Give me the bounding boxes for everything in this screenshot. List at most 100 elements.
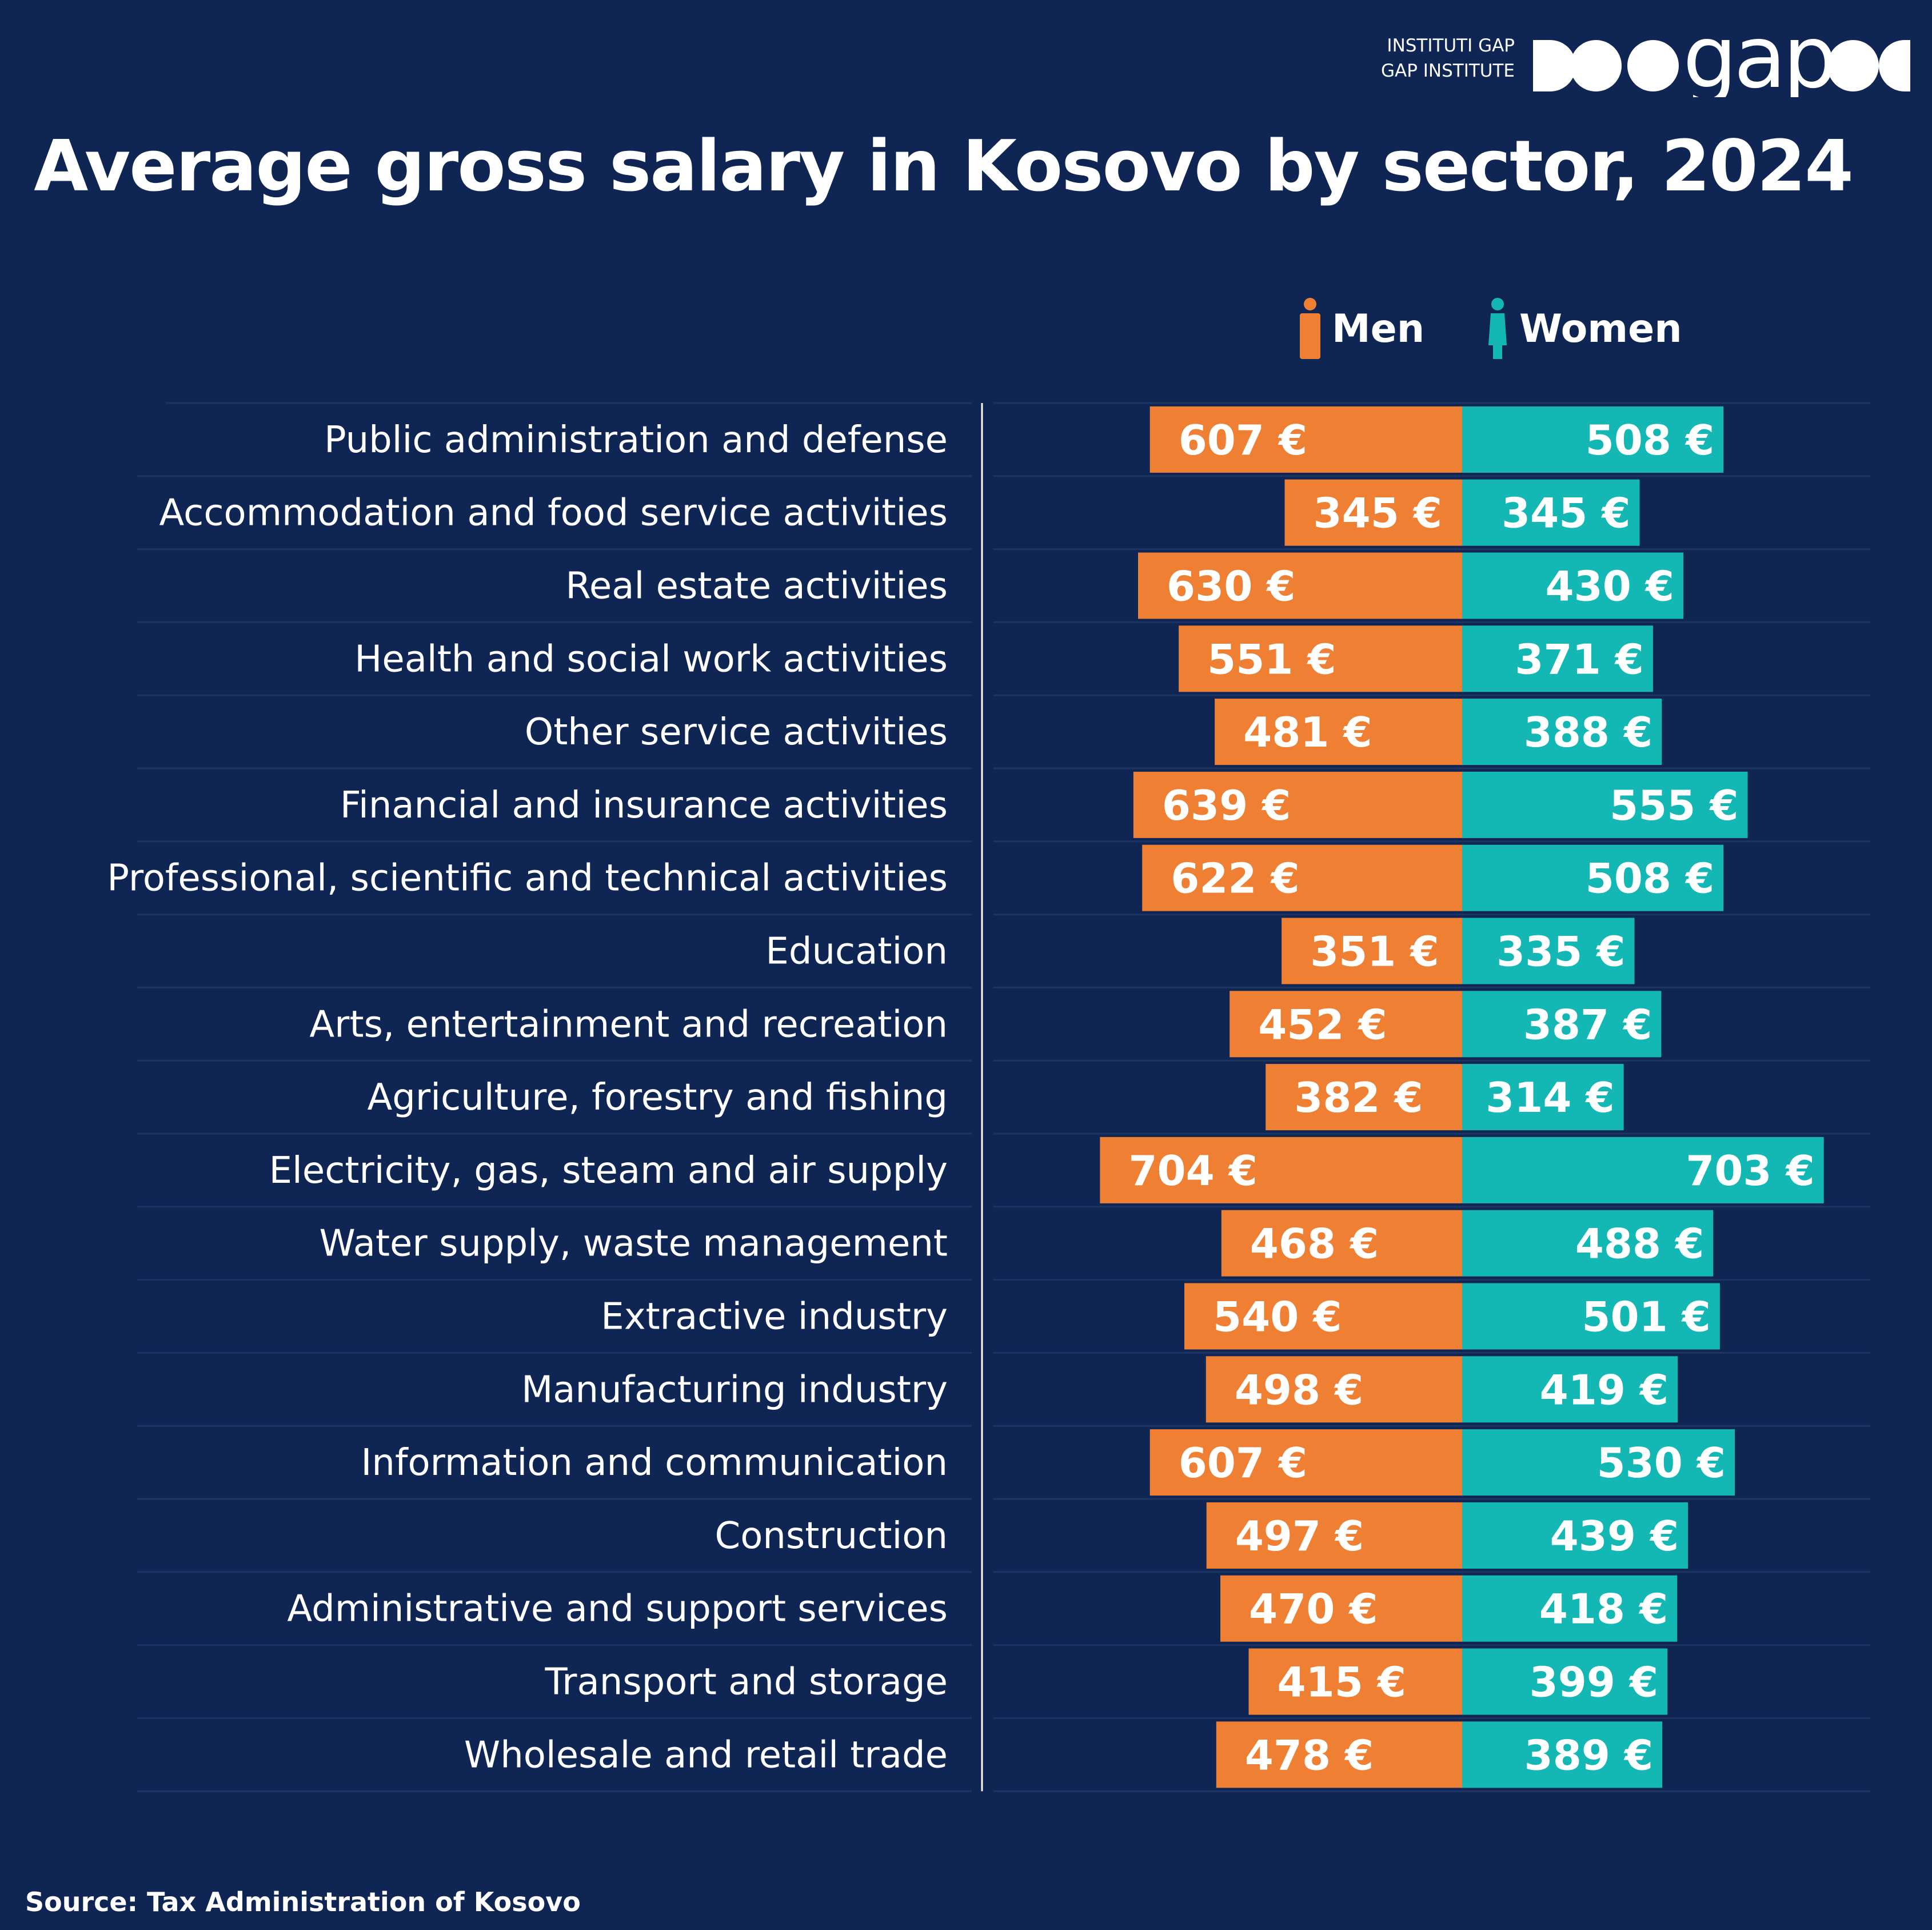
data-label-women: 399 € <box>1530 1658 1658 1706</box>
bar-men <box>1184 1283 1462 1350</box>
bar-women <box>1462 1356 1678 1423</box>
bar-men <box>1149 1429 1462 1496</box>
data-label-women: 389 € <box>1524 1731 1653 1779</box>
category-label: Administrative and support services <box>287 1588 948 1630</box>
data-label-men: 607 € <box>1179 1439 1307 1487</box>
bar-women <box>1462 1429 1735 1496</box>
category-label: Transport and storage <box>544 1661 948 1704</box>
category-label: Financial and insurance activities <box>340 784 948 827</box>
bar-men <box>1100 1137 1462 1203</box>
category-label: Health and social work activities <box>354 638 948 680</box>
data-label-women: 530 € <box>1597 1439 1726 1487</box>
bar-men <box>1282 918 1462 984</box>
data-label-men: 498 € <box>1235 1366 1363 1414</box>
data-label-men: 551 € <box>1207 635 1336 683</box>
bar-women <box>1462 699 1662 765</box>
data-label-women: 314 € <box>1486 1074 1614 1122</box>
data-label-women: 555 € <box>1610 781 1738 830</box>
data-label-women: 508 € <box>1586 416 1714 464</box>
data-label-men: 607 € <box>1179 416 1307 464</box>
category-label: Manufacturing industry <box>521 1369 948 1411</box>
category-label: Information and communication <box>361 1442 948 1484</box>
data-label-men: 351 € <box>1310 928 1439 976</box>
data-label-women: 388 € <box>1524 708 1652 756</box>
bar-men <box>1230 991 1462 1058</box>
data-label-men: 540 € <box>1213 1293 1342 1341</box>
category-label: Public administration and defense <box>324 419 948 461</box>
data-label-men: 497 € <box>1235 1512 1364 1560</box>
category-label: Real estate activities <box>565 565 948 608</box>
bar-women <box>1462 1283 1720 1350</box>
bar-women <box>1462 844 1724 911</box>
category-label: Extractive industry <box>601 1296 948 1338</box>
bar-men <box>1179 625 1462 692</box>
data-label-men: 452 € <box>1258 1000 1387 1048</box>
data-label-women: 439 € <box>1550 1512 1679 1560</box>
data-label-women: 419 € <box>1540 1366 1668 1414</box>
legend-men-label: Men <box>1332 306 1425 352</box>
bar-men <box>1248 1648 1462 1715</box>
bar-women <box>1462 406 1724 473</box>
category-label: Education <box>765 931 948 973</box>
category-label: Electricity, gas, steam and air supply <box>269 1150 948 1192</box>
category-label: Professional, scientific and technical a… <box>107 858 948 900</box>
bar-women <box>1462 1648 1668 1715</box>
bar-women <box>1462 918 1635 984</box>
logo-text: INSTITUTI GAP GAP INSTITUTE <box>1381 33 1515 83</box>
bar-women <box>1462 1502 1688 1569</box>
data-label-men: 470 € <box>1249 1585 1378 1633</box>
data-label-women: 501 € <box>1582 1293 1710 1341</box>
data-label-men: 481 € <box>1243 708 1372 756</box>
logo-line-1: INSTITUTI GAP <box>1387 35 1515 56</box>
category-label: Other service activities <box>525 711 948 753</box>
bar-men <box>1215 699 1462 765</box>
legend-women-label: Women <box>1519 306 1682 352</box>
bar-men <box>1138 552 1462 619</box>
bar-women <box>1462 1721 1663 1788</box>
bar-men <box>1149 406 1462 473</box>
data-label-men: 639 € <box>1162 781 1291 830</box>
data-label-women: 371 € <box>1515 635 1643 683</box>
legend-women: Women <box>1485 297 1682 361</box>
bar-men <box>1266 1064 1462 1131</box>
category-label: Water supply, waste management <box>320 1223 948 1265</box>
category-label: Construction <box>715 1515 948 1557</box>
data-label-women: 430 € <box>1546 563 1674 611</box>
data-label-women: 508 € <box>1586 855 1714 903</box>
bar-women <box>1462 1064 1624 1131</box>
data-label-men: 622 € <box>1171 855 1299 903</box>
bar-women <box>1462 625 1653 692</box>
bar-men <box>1133 771 1462 838</box>
data-label-women: 488 € <box>1575 1220 1704 1268</box>
bar-men <box>1216 1721 1462 1788</box>
bar-men <box>1205 1356 1462 1423</box>
bar-men <box>1142 844 1462 911</box>
data-label-men: 345 € <box>1314 489 1442 537</box>
bar-men <box>1206 1502 1462 1569</box>
logo-line-2: GAP INSTITUTE <box>1380 61 1515 81</box>
bar-women <box>1462 991 1662 1058</box>
data-label-men: 478 € <box>1245 1731 1374 1779</box>
bar-men <box>1220 1575 1462 1642</box>
data-label-women: 335 € <box>1496 928 1625 976</box>
category-label: Accommodation and food service activitie… <box>159 492 948 535</box>
data-label-men: 468 € <box>1250 1220 1379 1268</box>
category-label: Agriculture, forestry and fishing <box>367 1076 948 1119</box>
data-label-men: 704 € <box>1128 1147 1257 1195</box>
woman-icon <box>1488 298 1507 359</box>
category-label: Wholesale and retail trade <box>464 1734 948 1776</box>
bar-women <box>1462 552 1683 619</box>
man-icon <box>1300 298 1320 359</box>
bar-men <box>1284 479 1462 546</box>
data-label-men: 382 € <box>1294 1074 1423 1122</box>
chart-title: Average gross salary in Kosovo by sector… <box>34 126 1854 208</box>
bar-men <box>1221 1210 1462 1277</box>
source-note: Source: Tax Administration of Kosovo <box>25 1887 581 1917</box>
bar-women <box>1462 1210 1714 1277</box>
data-label-men: 630 € <box>1167 563 1295 611</box>
bar-women <box>1462 1575 1678 1642</box>
category-label: Arts, entertainment and recreation <box>309 1003 948 1046</box>
data-label-women: 345 € <box>1502 489 1630 537</box>
bar-women <box>1462 479 1640 546</box>
